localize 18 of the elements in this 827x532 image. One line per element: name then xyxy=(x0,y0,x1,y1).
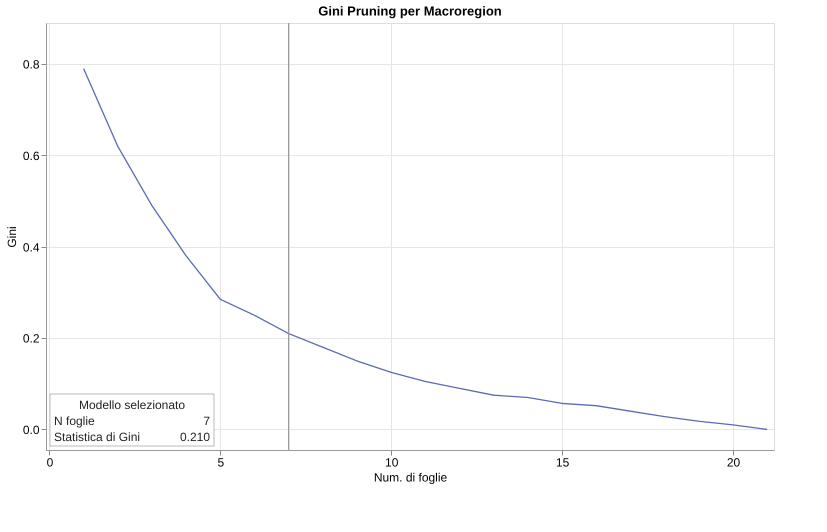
x-tick-label: 20 xyxy=(726,456,740,470)
chart-title: Gini Pruning per Macroregion xyxy=(318,3,502,18)
annotation: N foglie xyxy=(54,414,96,428)
x-tick-label: 0 xyxy=(46,456,54,470)
y-tick-label: 0.2 xyxy=(22,332,40,346)
x-tick-label: 10 xyxy=(385,456,399,470)
annotation: Statistica di Gini xyxy=(54,430,140,444)
x-tick-label: 5 xyxy=(217,456,224,470)
annotation: Modello selezionato xyxy=(78,398,186,412)
y-tick-label: 0.4 xyxy=(22,240,40,254)
y-tick-label: 0.6 xyxy=(22,148,40,163)
y-tick-label: 0.0 xyxy=(22,422,40,437)
x-tick-label: 15 xyxy=(556,456,570,470)
annotation: 0.210 xyxy=(180,430,210,444)
y-tick-label: 0.8 xyxy=(22,58,40,72)
x-axis-title: Num. di foglie xyxy=(374,470,448,484)
annotation: 7 xyxy=(203,414,210,428)
y-axis-title: Gini xyxy=(4,226,19,248)
